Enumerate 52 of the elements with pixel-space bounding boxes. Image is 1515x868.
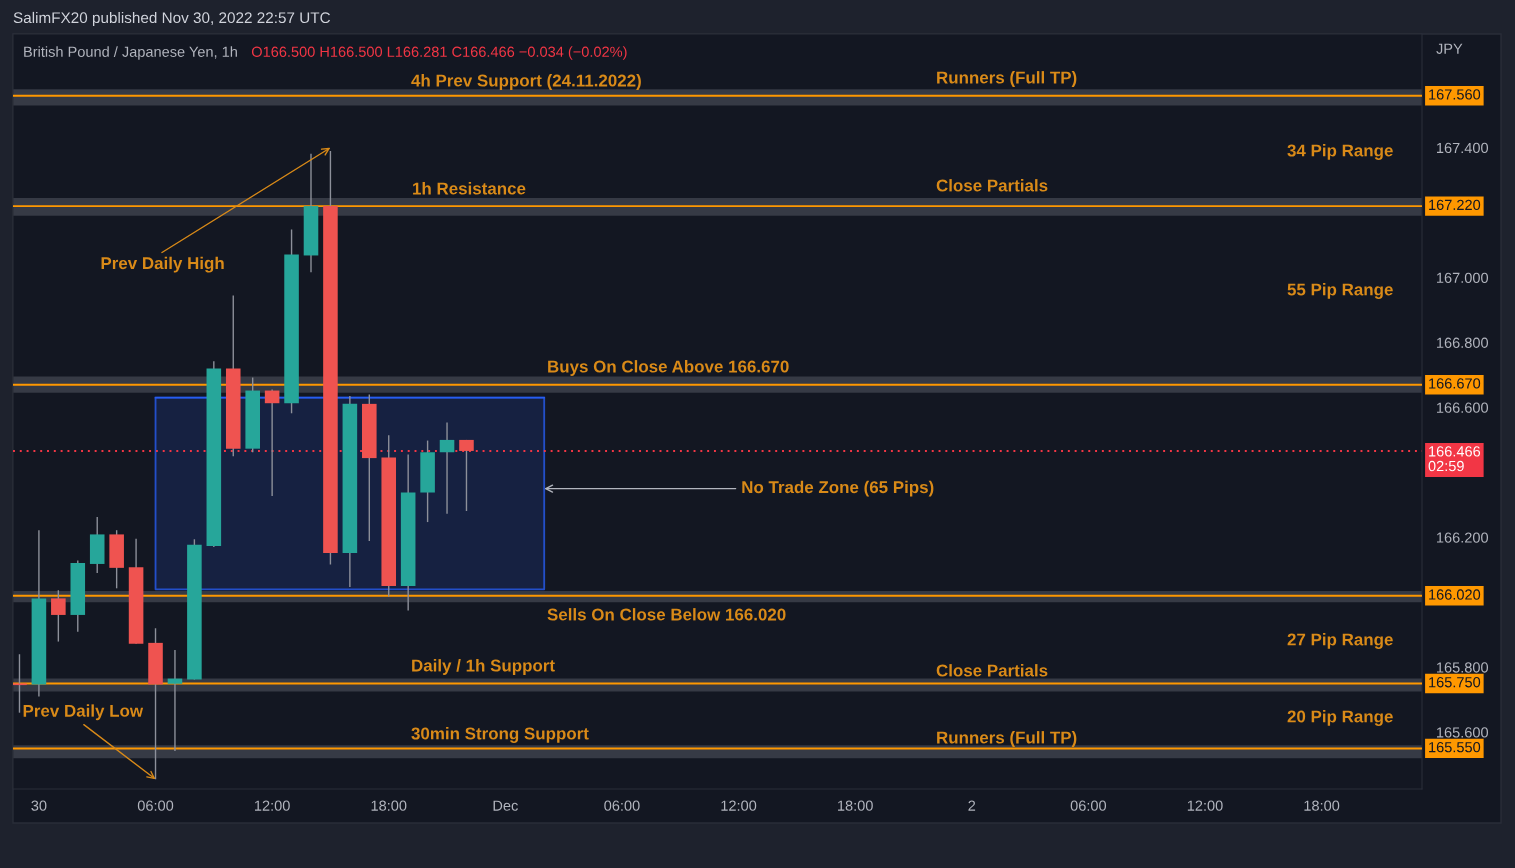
candlestick bbox=[264, 388, 280, 497]
annotation: Runners (Full TP) bbox=[937, 731, 1077, 747]
x-tick-label: 18:00 bbox=[838, 800, 873, 811]
y-tick-label: 166.800 bbox=[1437, 337, 1489, 348]
candlestick bbox=[167, 649, 183, 752]
x-tick-label: 06:00 bbox=[1070, 800, 1107, 811]
y-tick-label: 165.600 bbox=[1437, 727, 1489, 738]
ref-line-label: 167.560 bbox=[1429, 89, 1481, 100]
ref-line-label: 166.020 bbox=[1429, 589, 1481, 600]
ref-line-label: 166.670 bbox=[1429, 378, 1481, 389]
candlestick bbox=[51, 589, 66, 643]
y-tick-label: 166.600 bbox=[1437, 402, 1489, 413]
x-tick-label: 12:00 bbox=[1187, 800, 1223, 811]
text: O166.500 H166.500 L166.281 C166.466 −0.034 (−0.02%) bbox=[251, 46, 627, 60]
y-tick-label: 167.000 bbox=[1437, 272, 1489, 283]
annotation: 30min Strong Support bbox=[411, 727, 589, 743]
y-tick-label: 167.400 bbox=[1437, 142, 1489, 154]
ref-line-label: 167.220 bbox=[1429, 199, 1481, 211]
x-tick-label: 2 bbox=[968, 800, 976, 811]
x-tick-label: 18:00 bbox=[371, 800, 407, 811]
y-tick-label: 166.200 bbox=[1437, 532, 1489, 543]
annotation: 1h Resistance bbox=[413, 182, 526, 195]
annotation: Daily / 1h Support bbox=[412, 659, 555, 675]
annotation: No Trade Zone (65 Pips) bbox=[742, 480, 934, 497]
annotation: Buys On Close Above 166.670 bbox=[548, 360, 789, 376]
x-tick-label: 18:00 bbox=[1304, 800, 1340, 811]
candlestick bbox=[459, 439, 474, 512]
candlestick bbox=[439, 421, 455, 515]
x-tick-label: 30 bbox=[31, 800, 47, 811]
annotation: 34 Pip Range bbox=[1287, 144, 1393, 160]
annotation: 27 Pip Range bbox=[1287, 633, 1393, 649]
annotation: Sells On Close Below 166.020 bbox=[547, 608, 786, 621]
annotation: 55 Pip Range bbox=[1287, 283, 1393, 299]
ref-line-label: 166.466 02:59 bbox=[1428, 446, 1481, 472]
x-tick-label: 12:00 bbox=[254, 800, 290, 811]
annotation: Close Partials bbox=[936, 179, 1048, 192]
x-tick-label: 12:00 bbox=[721, 800, 757, 811]
annotation: Close Partials bbox=[936, 664, 1048, 677]
annotation: 20 Pip Range bbox=[1287, 710, 1393, 726]
annotation: Runners (Full TP) bbox=[937, 71, 1077, 87]
annotation: 4h Prev Support (24.11.2022) bbox=[411, 74, 641, 90]
y-axis-title: JPY bbox=[1436, 43, 1463, 54]
ref-line-label: 165.550 bbox=[1429, 742, 1481, 753]
ref-line-label: 165.750 bbox=[1429, 677, 1481, 688]
x-tick-label: 06:00 bbox=[137, 800, 174, 811]
x-tick-label: 06:00 bbox=[604, 800, 640, 811]
y-tick-label: 165.800 bbox=[1437, 662, 1489, 673]
text: British Pound / Japanese Yen, 1h bbox=[24, 46, 237, 60]
x-tick-label: Dec bbox=[493, 800, 518, 811]
annotation: Prev Daily High bbox=[101, 256, 224, 273]
text: SalimFX20 published Nov 30, 2022 22:57 UTC bbox=[13, 11, 331, 27]
annotation: Prev Daily Low bbox=[23, 704, 144, 721]
